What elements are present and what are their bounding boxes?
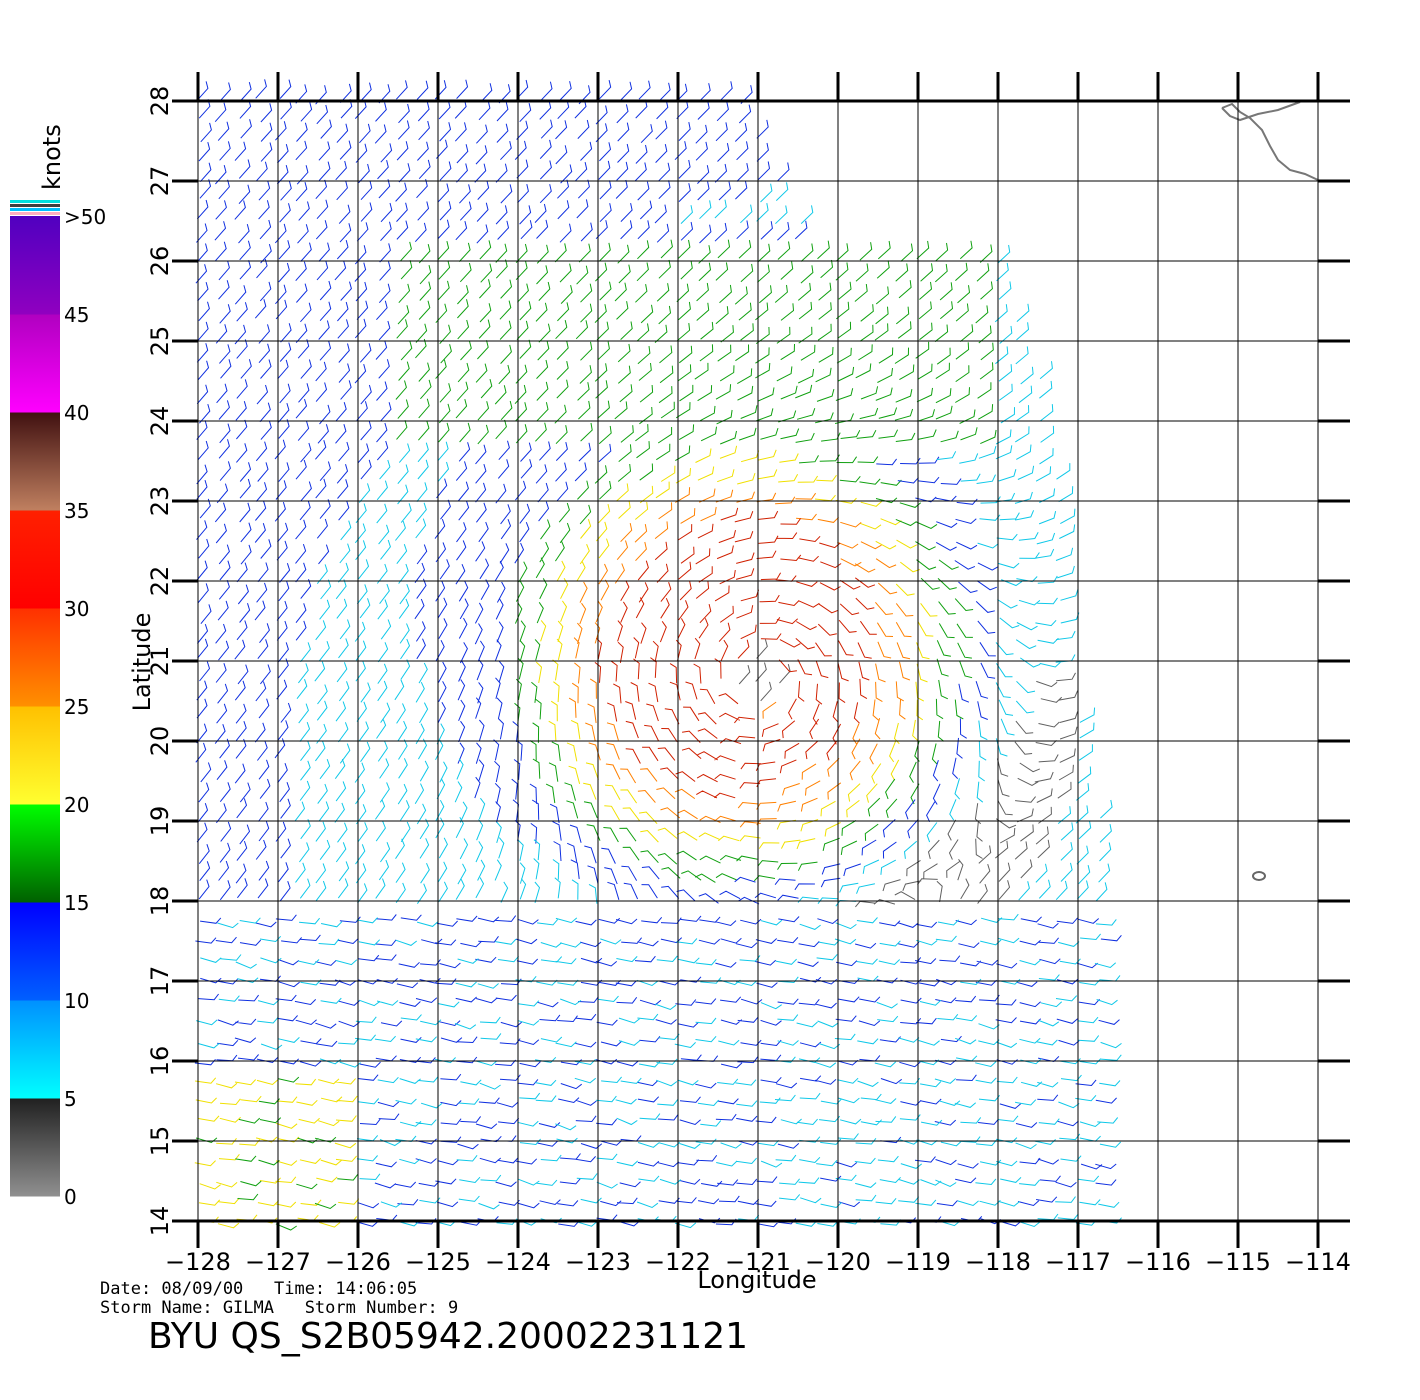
wind-barb-group: [195, 239, 997, 1231]
colorbar-segment: [10, 412, 60, 511]
lat-tick-label: 25: [146, 326, 174, 357]
colorbar-segment: [10, 706, 60, 805]
lat-tick-label: 19: [146, 806, 174, 837]
lon-tick-label: −115: [1205, 1248, 1271, 1276]
lon-tick-label: −119: [885, 1248, 951, 1276]
lon-tick-label: −125: [405, 1248, 471, 1276]
lon-tick-label: −128: [165, 1248, 231, 1276]
y-axis-label: Latitude: [128, 613, 156, 712]
colorbar-label: 20: [64, 793, 89, 817]
coastline-baja: [1221, 102, 1319, 181]
lat-tick-label: 20: [146, 726, 174, 757]
colorbar-cap-stripe: [10, 200, 60, 203]
coastline-baja-north: [1221, 101, 1301, 122]
colorbar-segment: [10, 902, 60, 1001]
wind-barb-group: [594, 507, 877, 799]
colorbar-labels: 0 5 10 15 20 25 30 35 40 45 >50: [64, 205, 106, 1209]
lat-tick-label: 23: [146, 486, 174, 517]
wind-barb-group: [194, 445, 938, 1229]
wind-barbs: [194, 79, 1122, 1231]
tick-labels: −128 −127 −126 −125 −124 −123 −122 −121 −120 −119…: [146, 86, 1351, 1276]
wind-barb-group: [196, 182, 1122, 1229]
colorbar-segment: [10, 1098, 60, 1197]
lon-tick-label: −116: [1125, 1248, 1191, 1276]
colorbar-label: 35: [64, 499, 89, 523]
storm-name-line: Storm Name: GILMA Storm Number: 9: [100, 1298, 459, 1318]
lat-tick-label: 14: [146, 1206, 174, 1237]
colorbar-label: >50: [64, 205, 106, 229]
colorbar-segment: [10, 1000, 60, 1099]
colorbar-unit-label: knots: [38, 124, 66, 190]
lon-tick-label: −124: [485, 1248, 551, 1276]
colorbar-label: 5: [64, 1087, 77, 1111]
colorbar-segment: [10, 216, 60, 315]
lat-tick-label: 26: [146, 246, 174, 277]
colorbar-segment: [10, 804, 60, 903]
wind-barb-group: [194, 79, 1122, 1228]
lon-tick-label: −123: [565, 1248, 631, 1276]
colorbar: [10, 200, 60, 1197]
lon-tick-label: −122: [645, 1248, 711, 1276]
date-time-line: Date: 08/09/00 Time: 14:06:05: [100, 1279, 418, 1299]
wind-barb-group: [568, 487, 914, 828]
colorbar-cap-stripe: [10, 204, 60, 207]
lat-tick-label: 24: [146, 406, 174, 437]
colorbar-label: 25: [64, 695, 89, 719]
lat-tick-label: 18: [146, 886, 174, 917]
lon-tick-label: −127: [245, 1248, 311, 1276]
colorbar-segment: [10, 510, 60, 609]
colorbar-segment: [10, 608, 60, 707]
lat-tick-label: 15: [146, 1126, 174, 1157]
lat-tick-label: 28: [146, 86, 174, 117]
lon-tick-label: −114: [1285, 1248, 1351, 1276]
colorbar-label: 10: [64, 989, 89, 1013]
lon-tick-label: −126: [325, 1248, 391, 1276]
lon-tick-label: −121: [725, 1248, 791, 1276]
colorbar-label: 45: [64, 303, 89, 327]
lat-tick-label: 22: [146, 566, 174, 597]
lat-tick-label: 27: [146, 166, 174, 197]
colorbar-segment: [10, 314, 60, 413]
lon-tick-label: −120: [805, 1248, 871, 1276]
x-axis-label: Longitude: [697, 1266, 816, 1294]
colorbar-label: 40: [64, 401, 89, 425]
lon-tick-label: −117: [1045, 1248, 1111, 1276]
lat-tick-label: 17: [146, 966, 174, 997]
product-title: BYU QS_S2B05942.20002231121: [148, 1316, 749, 1357]
colorbar-cap-stripe: [10, 208, 60, 211]
colorbar-label: 30: [64, 597, 89, 621]
lon-tick-label: −118: [965, 1248, 1031, 1276]
map-grid: [172, 72, 1350, 1248]
colorbar-label: 0: [64, 1185, 77, 1209]
lat-tick-label: 16: [146, 1046, 174, 1077]
lat-tick-label: 21: [146, 646, 174, 677]
colorbar-label: 15: [64, 891, 89, 915]
island-socorro: [1252, 871, 1266, 881]
colorbar-cap-stripe: [10, 212, 60, 215]
